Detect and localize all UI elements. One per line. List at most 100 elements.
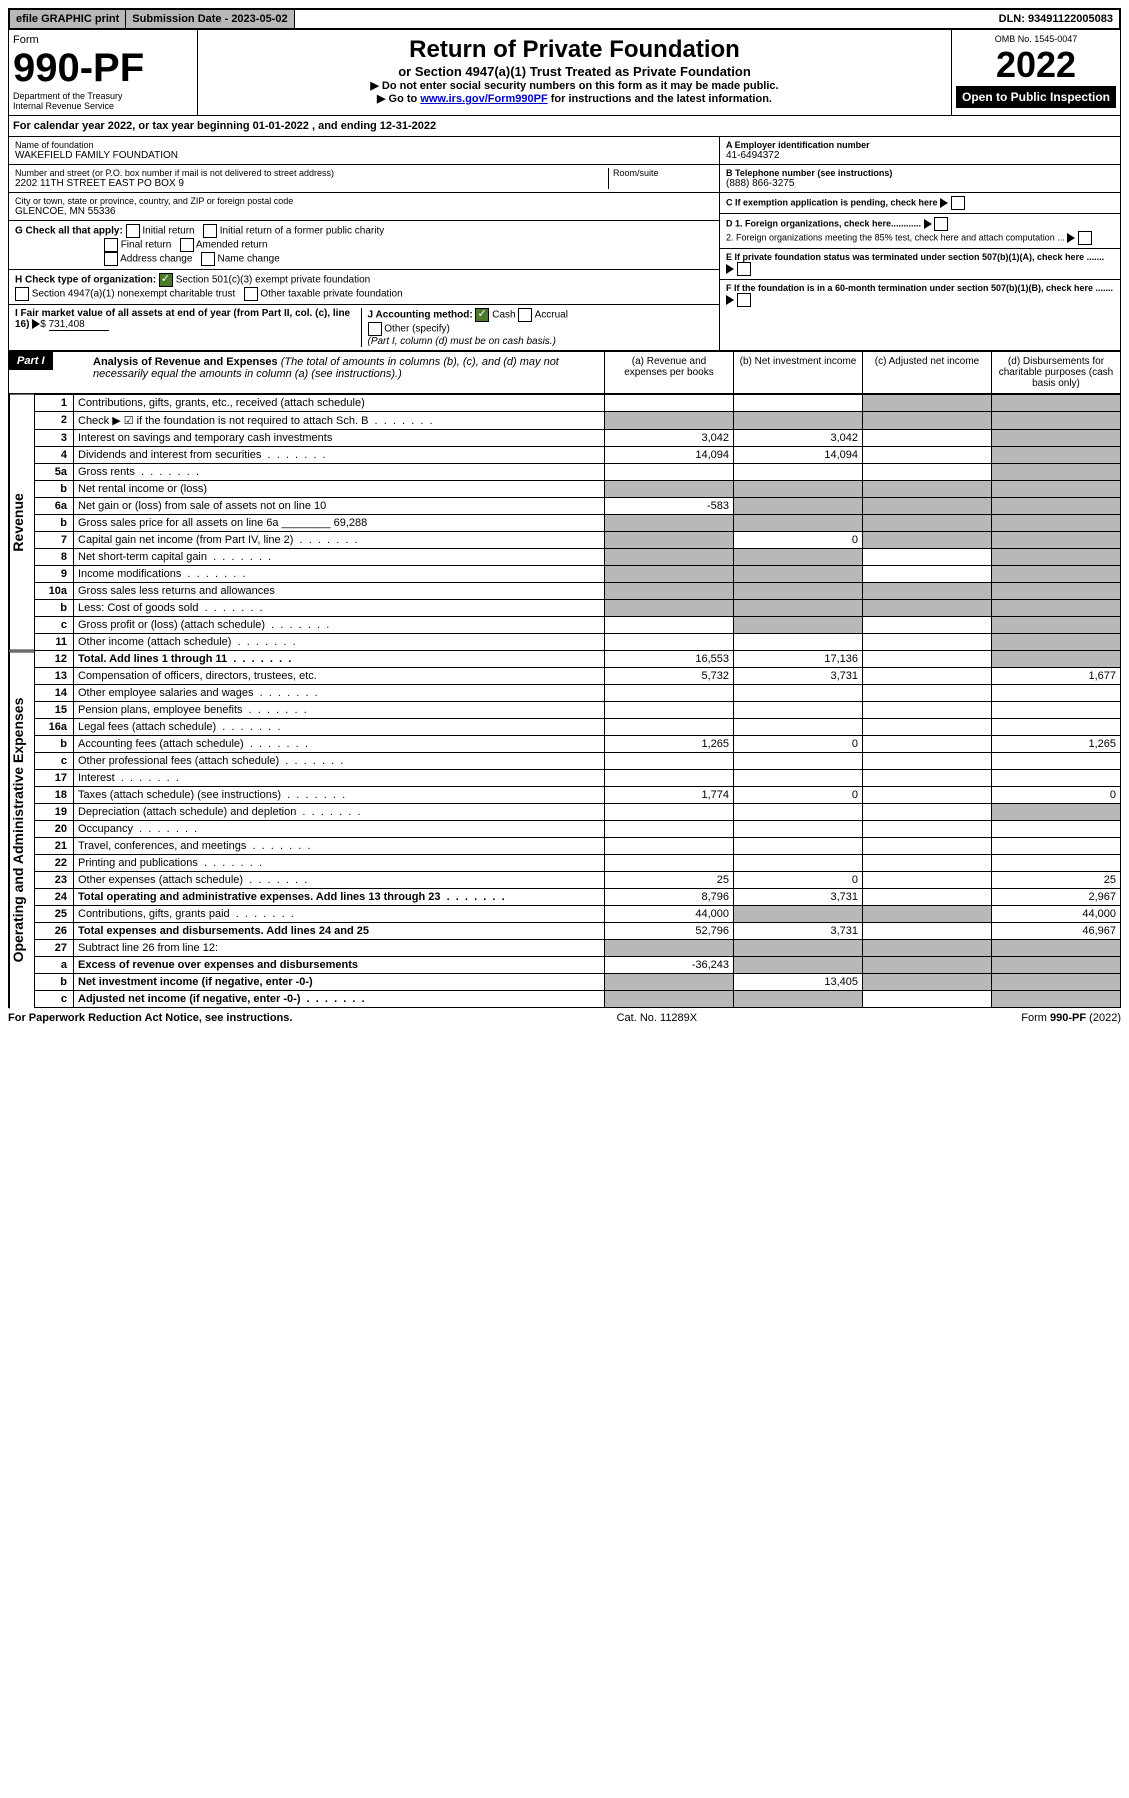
table-row: 3Interest on savings and temporary cash … [35, 430, 1121, 447]
table-row: 8Net short-term capital gain . . . . . .… [35, 549, 1121, 566]
table-row: 20Occupancy . . . . . . . [35, 821, 1121, 838]
arrow-icon [940, 198, 948, 208]
table-row: 21Travel, conferences, and meetings . . … [35, 838, 1121, 855]
efile-label[interactable]: efile GRAPHIC print [10, 10, 126, 28]
addr-change-checkbox[interactable] [104, 252, 118, 266]
accrual-checkbox[interactable] [518, 308, 532, 322]
initial-former-checkbox[interactable] [203, 224, 217, 238]
name-label: Name of foundation [15, 140, 713, 150]
amended-checkbox[interactable] [180, 238, 194, 252]
table-row: 13Compensation of officers, directors, t… [35, 668, 1121, 685]
form-header: Form 990-PF Department of the Treasury I… [8, 30, 1121, 116]
ein-label: A Employer identification number [726, 140, 1114, 150]
street-address: 2202 11TH STREET EAST PO BOX 9 [15, 178, 608, 189]
d1-label: D 1. Foreign organizations, check here..… [726, 218, 921, 228]
arrow-icon [1067, 233, 1075, 243]
entity-info: Name of foundation WAKEFIELD FAMILY FOUN… [8, 137, 1121, 351]
g-label: G Check all that apply: [15, 226, 123, 237]
table-row: 14Other employee salaries and wages . . … [35, 685, 1121, 702]
col-b-header: (b) Net investment income [733, 352, 862, 393]
table-row: 27Subtract line 26 from line 12: [35, 940, 1121, 957]
main-title: Return of Private Foundation [204, 36, 945, 64]
e-label: E If private foundation status was termi… [726, 252, 1104, 262]
table-row: 25Contributions, gifts, grants paid . . … [35, 906, 1121, 923]
name-change-checkbox[interactable] [201, 252, 215, 266]
f-label: F If the foundation is in a 60-month ter… [726, 283, 1113, 293]
initial-checkbox[interactable] [126, 224, 140, 238]
note-2: ▶ Go to www.irs.gov/Form990PF for instru… [204, 92, 945, 105]
top-bar: efile GRAPHIC print Submission Date - 20… [8, 8, 1121, 30]
table-row: cGross profit or (loss) (attach schedule… [35, 617, 1121, 634]
form-word: Form [13, 34, 193, 46]
other-taxable-checkbox[interactable] [244, 287, 258, 301]
arrow-icon [726, 295, 734, 305]
final-checkbox[interactable] [104, 238, 118, 252]
arrow-icon [924, 219, 932, 229]
table-row: 18Taxes (attach schedule) (see instructi… [35, 787, 1121, 804]
expenses-vert-label: Operating and Administrative Expenses [9, 651, 34, 1008]
f-checkbox[interactable] [737, 293, 751, 307]
open-public-badge: Open to Public Inspection [956, 86, 1116, 108]
irs-link[interactable]: www.irs.gov/Form990PF [420, 93, 547, 105]
j-note: (Part I, column (d) must be on cash basi… [368, 336, 556, 347]
col-d-header: (d) Disbursements for charitable purpose… [991, 352, 1120, 393]
table-row: 9Income modifications . . . . . . . [35, 566, 1121, 583]
calendar-year-line: For calendar year 2022, or tax year begi… [8, 116, 1121, 137]
page-footer: For Paperwork Reduction Act Notice, see … [8, 1008, 1121, 1028]
ein-value: 41-6494372 [726, 150, 1114, 161]
part1-table: 1Contributions, gifts, grants, etc., rec… [34, 394, 1121, 1008]
table-row: 1Contributions, gifts, grants, etc., rec… [35, 395, 1121, 412]
table-row: 16aLegal fees (attach schedule) . . . . … [35, 719, 1121, 736]
h-label: H Check type of organization: [15, 275, 156, 286]
arrow-icon [32, 319, 40, 329]
table-row: 23Other expenses (attach schedule) . . .… [35, 872, 1121, 889]
other-method-checkbox[interactable] [368, 322, 382, 336]
irs-label: Internal Revenue Service [13, 101, 193, 111]
fmv-value: 731,408 [49, 319, 109, 331]
dln-label: DLN: 93491122005083 [993, 10, 1119, 28]
table-row: cOther professional fees (attach schedul… [35, 753, 1121, 770]
dept-label: Department of the Treasury [13, 91, 193, 101]
part1-title: Analysis of Revenue and Expenses [93, 356, 278, 368]
city-state-zip: GLENCOE, MN 55336 [15, 206, 713, 217]
table-row: aExcess of revenue over expenses and dis… [35, 957, 1121, 974]
table-row: 26Total expenses and disbursements. Add … [35, 923, 1121, 940]
table-row: 19Depreciation (attach schedule) and dep… [35, 804, 1121, 821]
501c3-checkbox[interactable] [159, 273, 173, 287]
footer-mid: Cat. No. 11289X [617, 1012, 698, 1024]
col-c-header: (c) Adjusted net income [862, 352, 991, 393]
revenue-vert-label: Revenue [9, 394, 34, 651]
submission-date: Submission Date - 2023-05-02 [126, 10, 294, 28]
d2-checkbox[interactable] [1078, 231, 1092, 245]
c-label: C If exemption application is pending, c… [726, 198, 938, 208]
omb-label: OMB No. 1545-0047 [956, 34, 1116, 44]
table-row: 5aGross rents . . . . . . . [35, 464, 1121, 481]
table-row: 15Pension plans, employee benefits . . .… [35, 702, 1121, 719]
table-row: 2Check ▶ ☑ if the foundation is not requ… [35, 412, 1121, 430]
phone-value: (888) 866-3275 [726, 178, 1114, 189]
part1-body: Revenue Operating and Administrative Exp… [8, 394, 1121, 1008]
table-row: bNet investment income (if negative, ent… [35, 974, 1121, 991]
arrow-icon [726, 264, 734, 274]
col-a-header: (a) Revenue and expenses per books [604, 352, 733, 393]
d2-label: 2. Foreign organizations meeting the 85%… [726, 232, 1065, 242]
j-label: J Accounting method: [368, 310, 473, 321]
table-row: 4Dividends and interest from securities … [35, 447, 1121, 464]
table-row: 6aNet gain or (loss) from sale of assets… [35, 498, 1121, 515]
part-label: Part I [9, 352, 53, 370]
table-row: cAdjusted net income (if negative, enter… [35, 991, 1121, 1008]
form-number: 990-PF [13, 46, 193, 91]
e-checkbox[interactable] [737, 262, 751, 276]
4947-checkbox[interactable] [15, 287, 29, 301]
table-row: 17Interest . . . . . . . [35, 770, 1121, 787]
table-row: bLess: Cost of goods sold . . . . . . . [35, 600, 1121, 617]
d1-checkbox[interactable] [934, 217, 948, 231]
table-row: bAccounting fees (attach schedule) . . .… [35, 736, 1121, 753]
c-checkbox[interactable] [951, 196, 965, 210]
room-label: Room/suite [613, 168, 713, 178]
part1-header: Part I Analysis of Revenue and Expenses … [8, 351, 1121, 394]
footer-left: For Paperwork Reduction Act Notice, see … [8, 1012, 292, 1024]
table-row: 10aGross sales less returns and allowanc… [35, 583, 1121, 600]
table-row: 7Capital gain net income (from Part IV, … [35, 532, 1121, 549]
cash-checkbox[interactable] [475, 308, 489, 322]
